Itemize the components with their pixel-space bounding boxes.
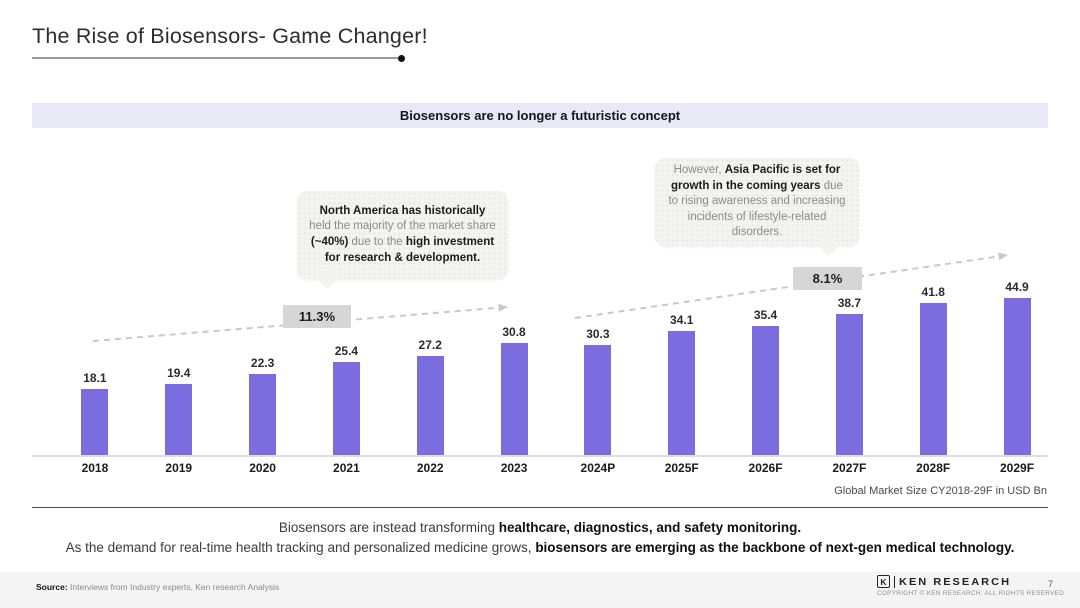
source-text: Interviews from Industry experts, Ken re… (67, 582, 280, 592)
cagr-label-historic: 11.3% (283, 305, 351, 328)
cagr-label-forecast: 8.1% (793, 267, 862, 290)
chart-caption: Global Market Size CY2018-29F in USD Bn (834, 485, 1047, 497)
bar-value-label: 25.4 (334, 344, 359, 359)
callout-north-america: North America has historically held the … (297, 191, 508, 290)
logo-separator (894, 575, 895, 588)
bar-column: 19.4 (137, 280, 221, 455)
bar-column: 34.1 (640, 280, 724, 455)
callout-text-segment: high investment for research & developme… (324, 236, 495, 264)
x-axis-label: 2028F (916, 461, 951, 475)
bar (500, 342, 528, 455)
bar (1003, 298, 1031, 455)
x-axis-label: 2020 (249, 461, 276, 475)
summary-segment: biosensors are emerging as the backbone … (535, 539, 1015, 555)
bar-column: 25.4 (304, 280, 388, 455)
bar-value-label: 34.1 (670, 312, 694, 327)
bar-column: 27.2 (388, 280, 472, 455)
footer: Source: Interviews from Industry experts… (0, 572, 1080, 608)
bar-value-label: 35.4 (753, 307, 778, 322)
x-axis-label: 2023 (500, 461, 528, 475)
bar-column: 18.1 (53, 280, 137, 455)
x-axis-label: 2018 (81, 461, 109, 475)
bar-column: 30.3 (556, 280, 640, 455)
x-axis-label: 2026F (748, 461, 783, 475)
callout-text-segment: However, (673, 163, 725, 176)
x-axis-line (32, 455, 1048, 457)
bar-value-label: 30.8 (502, 324, 526, 339)
bar (668, 330, 696, 455)
bar-chart: 18.1 19.4 22.3 25.4 27.2 30.8 30.3 34.1 35.4 38.7… (53, 280, 1059, 455)
callout-text-segment: (~40%) (310, 236, 349, 248)
x-axis-label: 2019 (165, 461, 193, 475)
bar-value-label: 38.7 (837, 295, 862, 310)
bar-column: 30.8 (472, 280, 556, 455)
bar (835, 313, 863, 455)
source-label: Source: (36, 582, 68, 592)
bar-value-label: 30.3 (586, 326, 610, 341)
copyright-text: COPYRIGHT © KEN RESEARCH. ALL RIGHTS RES… (877, 590, 1065, 597)
callout-text-segment: due to the (348, 236, 406, 248)
bar-column: 41.8 (891, 280, 975, 455)
bar (919, 302, 947, 455)
callout-text-segment: Asia Pacific is set for growth in the co… (671, 163, 841, 192)
x-axis-label: 2025F (664, 461, 699, 475)
bar (752, 325, 780, 455)
callout-text-segment: North America has historically (319, 204, 486, 217)
bar (416, 355, 444, 455)
x-axis-label: 2021 (333, 461, 360, 475)
summary-segment: Biosensors are instead transforming (278, 520, 499, 535)
title-underline (32, 57, 398, 59)
x-axis-label: 2027F (832, 461, 867, 475)
bar (249, 373, 277, 455)
bar-value-label: 18.1 (83, 371, 107, 385)
bar-value-label: 22.3 (250, 355, 275, 370)
bar-column: 38.7 (807, 280, 891, 455)
callout-north-america-text: North America has historically held the … (309, 204, 496, 267)
summary-line-1: Biosensors are instead transforming heal… (0, 518, 1080, 538)
page-number: 7 (1048, 579, 1054, 589)
bar-value-label: 41.8 (921, 284, 945, 299)
page-title: The Rise of Biosensors- Game Changer! (32, 24, 428, 48)
bar-value-label: 27.2 (418, 337, 442, 352)
bar-column: 44.9 (975, 280, 1059, 455)
summary-segment: healthcare, diagnostics, and safety moni… (498, 520, 802, 535)
bar-value-label: 44.9 (1005, 280, 1029, 294)
bar (81, 389, 109, 455)
x-axis-labels: 2018 2019 2020 2021 2022 2023 2024P 2025F 2026F 2… (53, 461, 1059, 475)
bar-value-label: 19.4 (167, 366, 191, 381)
callout-text-segment: due to rising awareness and increasing i… (668, 179, 846, 239)
bar-column: 35.4 (724, 280, 808, 455)
bar-column: 22.3 (221, 280, 305, 455)
x-axis-label: 2029F (1000, 461, 1035, 475)
bar (165, 384, 193, 455)
x-axis-label: 2022 (416, 461, 444, 475)
summary-segment: As the demand for real-time health track… (65, 539, 536, 555)
callout-asia-pacific-text: However, Asia Pacific is set for growth … (665, 163, 849, 241)
brand-name: KEN RESEARCH (899, 575, 1012, 588)
callout-text-segment: held the majority of the market share (309, 220, 496, 233)
callout-asia-pacific: However, Asia Pacific is set for growth … (655, 158, 859, 257)
summary-text: Biosensors are instead transforming heal… (0, 518, 1080, 557)
bar (584, 344, 612, 455)
brand-logo: K KEN RESEARCH (877, 575, 1064, 588)
trend-arrowhead-icon-2 (998, 252, 1008, 261)
ken-research-logo-icon: K (877, 575, 890, 588)
summary-line-2: As the demand for real-time health track… (0, 538, 1080, 558)
divider-line (32, 507, 1048, 509)
title-underline-dot (398, 54, 405, 62)
brand-block: K KEN RESEARCH COPYRIGHT © KEN RESEARCH.… (877, 575, 1064, 597)
x-axis-label: 2024P (580, 461, 616, 475)
source-note: Source: Interviews from Industry experts… (36, 582, 279, 592)
bar (332, 362, 360, 455)
banner-headline: Biosensors are no longer a futuristic co… (32, 103, 1048, 128)
